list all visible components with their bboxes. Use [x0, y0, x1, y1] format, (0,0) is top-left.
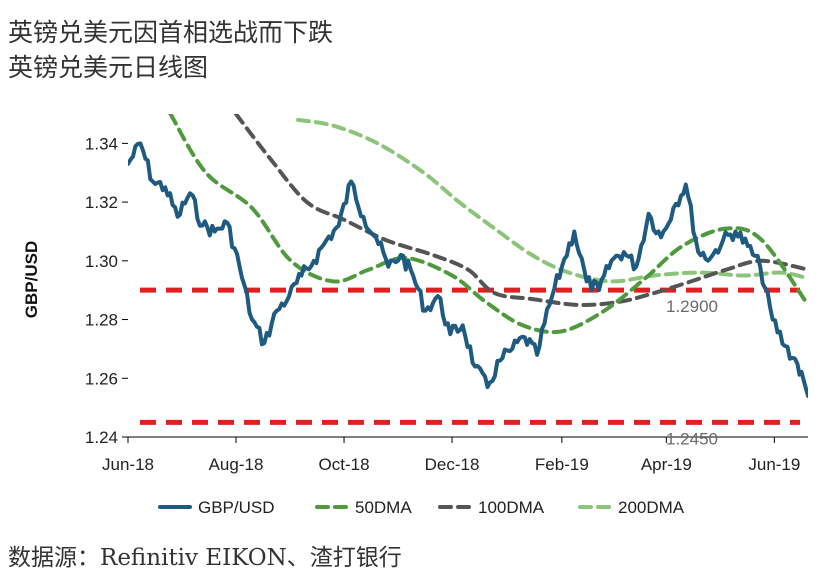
legend-label-dma50: 50DMA: [355, 498, 412, 517]
reference-line-label: 1.2900: [666, 297, 718, 316]
y-axis-label: GBP/USD: [22, 241, 41, 318]
x-tick-label: Aug-18: [209, 455, 264, 474]
axes-layer: 1.24 1.26 1.28 1.30 1.32 1.34 Jun-18 Aug-18 Oct-…: [22, 134, 808, 474]
y-tick-label: 1.34: [85, 134, 118, 153]
y-tick-label: 1.30: [85, 252, 118, 271]
legend-label-dma100: 100DMA: [478, 498, 545, 517]
series-lines: [128, 114, 808, 398]
data-source-note: 数据源：Refinitiv EIKON、渣打银行: [8, 545, 402, 571]
chart-title: 英镑兑美元因首相选战而下跌: [8, 18, 334, 47]
x-tick-label: Oct-18: [319, 455, 370, 474]
x-tick-label: Jun-18: [102, 455, 154, 474]
gbpusd-line: [128, 141, 808, 398]
x-tick-label: Apr-19: [641, 455, 692, 474]
dma200-line: [296, 117, 808, 284]
x-tick-label: Jun-19: [748, 455, 800, 474]
legend: GBP/USD 50DMA 100DMA 200DMA: [158, 498, 685, 517]
x-tick-label: Dec-18: [425, 455, 480, 474]
legend-label-gbpusd: GBP/USD: [198, 498, 275, 517]
dma50-line: [168, 114, 808, 335]
y-tick-label: 1.26: [85, 369, 118, 388]
y-tick-label: 1.32: [85, 193, 118, 212]
dma100-line: [234, 114, 808, 307]
y-tick-label: 1.24: [85, 428, 118, 447]
reference-line-label: 1.2450: [666, 429, 718, 448]
y-tick-label: 1.28: [85, 311, 118, 330]
x-tick-label: Feb-19: [535, 455, 589, 474]
chart-subtitle: 英镑兑美元日线图: [8, 53, 209, 82]
reference-lines: 1.2900 1.2450: [140, 287, 800, 448]
legend-label-dma200: 200DMA: [618, 498, 685, 517]
